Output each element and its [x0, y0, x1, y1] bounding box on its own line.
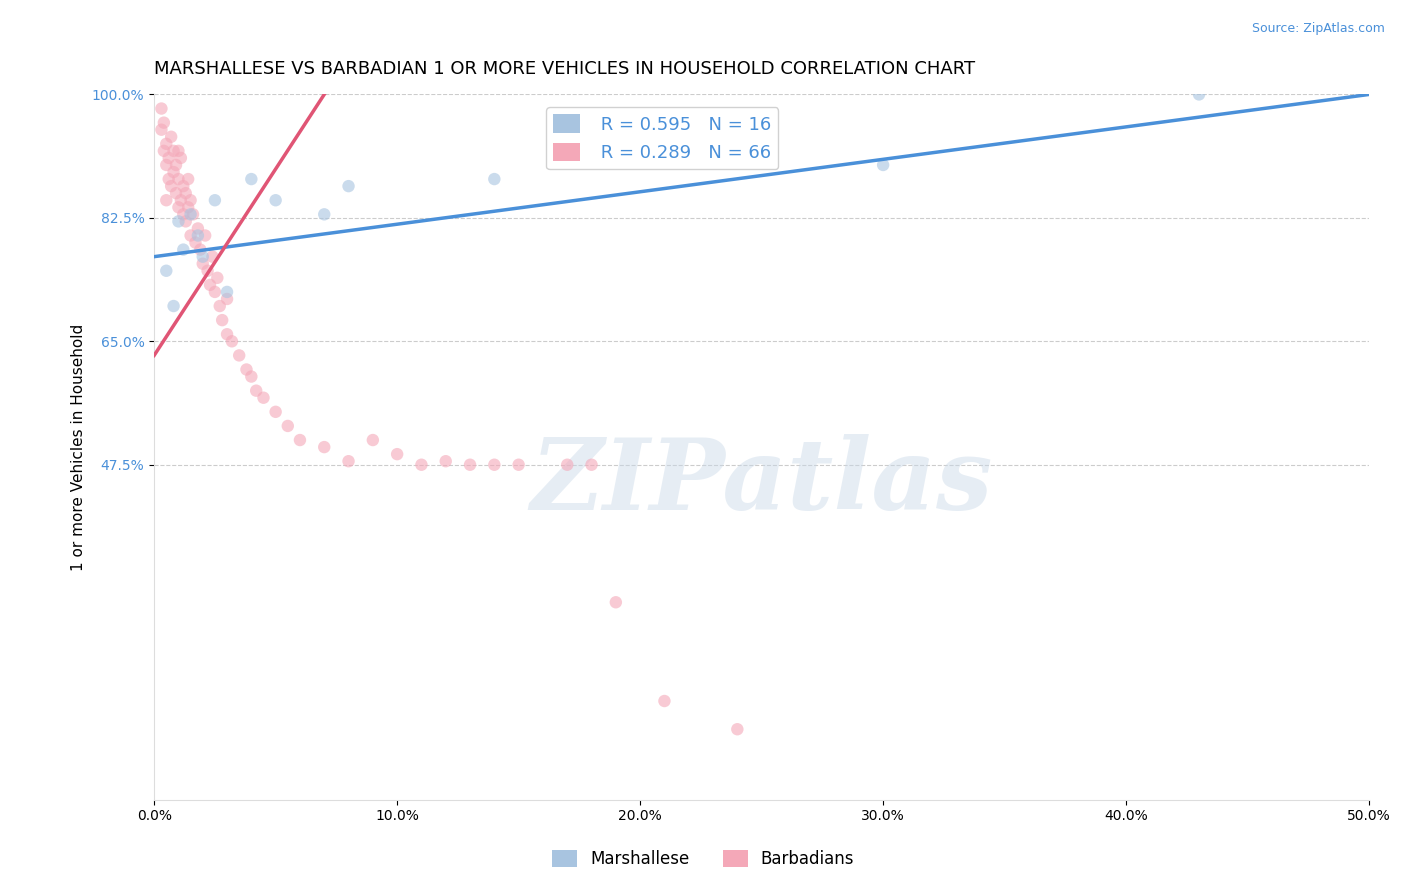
Point: [337, 179, 360, 194]
Point: [361, 433, 384, 447]
Point: [235, 362, 257, 376]
Point: [157, 172, 180, 186]
Point: [155, 158, 177, 172]
Point: [215, 327, 238, 342]
Point: [228, 348, 250, 362]
Point: [172, 243, 194, 257]
Point: [458, 458, 481, 472]
Point: [160, 129, 183, 144]
Point: [187, 228, 209, 243]
Point: [180, 228, 202, 243]
Point: [188, 243, 211, 257]
Point: [180, 193, 202, 207]
Point: [157, 151, 180, 165]
Point: [654, 694, 676, 708]
Point: [167, 172, 190, 186]
Point: [314, 207, 336, 221]
Point: [240, 172, 263, 186]
Point: [385, 447, 408, 461]
Point: [725, 723, 748, 737]
Point: [153, 115, 176, 129]
Point: [605, 595, 627, 609]
Point: [204, 193, 226, 207]
Point: [581, 458, 603, 472]
Point: [288, 433, 311, 447]
Point: [484, 172, 506, 186]
Text: MARSHALLESE VS BARBADIAN 1 OR MORE VEHICLES IN HOUSEHOLD CORRELATION CHART: MARSHALLESE VS BARBADIAN 1 OR MORE VEHIC…: [155, 60, 976, 78]
Point: [174, 186, 197, 201]
Point: [184, 235, 207, 250]
Text: Source: ZipAtlas.com: Source: ZipAtlas.com: [1251, 22, 1385, 36]
Point: [177, 200, 200, 214]
Point: [191, 257, 214, 271]
Point: [252, 391, 274, 405]
Point: [872, 158, 894, 172]
Point: [215, 292, 238, 306]
Point: [172, 207, 194, 221]
Point: [174, 214, 197, 228]
Point: [264, 193, 287, 207]
Point: [150, 102, 173, 116]
Legend: Marshallese, Barbadians: Marshallese, Barbadians: [546, 843, 860, 875]
Point: [162, 165, 184, 179]
Point: [167, 214, 190, 228]
Point: [207, 270, 229, 285]
Point: [198, 277, 221, 292]
Point: [155, 193, 177, 207]
Point: [170, 193, 193, 207]
Point: [337, 454, 360, 468]
Point: [160, 179, 183, 194]
Point: [221, 334, 243, 349]
Point: [240, 369, 263, 384]
Legend:  R = 0.595   N = 16,  R = 0.289   N = 66: R = 0.595 N = 16, R = 0.289 N = 66: [546, 107, 778, 169]
Point: [204, 285, 226, 299]
Point: [155, 264, 177, 278]
Point: [167, 144, 190, 158]
Point: [172, 179, 194, 194]
Point: [508, 458, 530, 472]
Point: [215, 285, 238, 299]
Point: [484, 458, 506, 472]
Point: [208, 299, 231, 313]
Point: [245, 384, 267, 398]
Point: [555, 458, 578, 472]
Point: [165, 186, 187, 201]
Point: [411, 458, 433, 472]
Point: [191, 250, 214, 264]
Point: [153, 144, 176, 158]
Point: [314, 440, 336, 454]
Point: [170, 151, 193, 165]
Point: [201, 250, 224, 264]
Point: [162, 299, 184, 313]
Point: [181, 207, 204, 221]
Point: [434, 454, 457, 468]
Text: ZIPatlas: ZIPatlas: [530, 434, 993, 531]
Point: [177, 172, 200, 186]
Point: [277, 419, 299, 434]
Y-axis label: 1 or more Vehicles in Household: 1 or more Vehicles in Household: [72, 324, 86, 571]
Point: [162, 144, 184, 158]
Point: [264, 405, 287, 419]
Point: [1188, 87, 1211, 102]
Point: [165, 158, 187, 172]
Point: [211, 313, 233, 327]
Point: [187, 221, 209, 235]
Point: [197, 264, 219, 278]
Point: [167, 200, 190, 214]
Point: [150, 122, 173, 136]
Point: [155, 136, 177, 151]
Point: [194, 228, 217, 243]
Point: [180, 207, 202, 221]
